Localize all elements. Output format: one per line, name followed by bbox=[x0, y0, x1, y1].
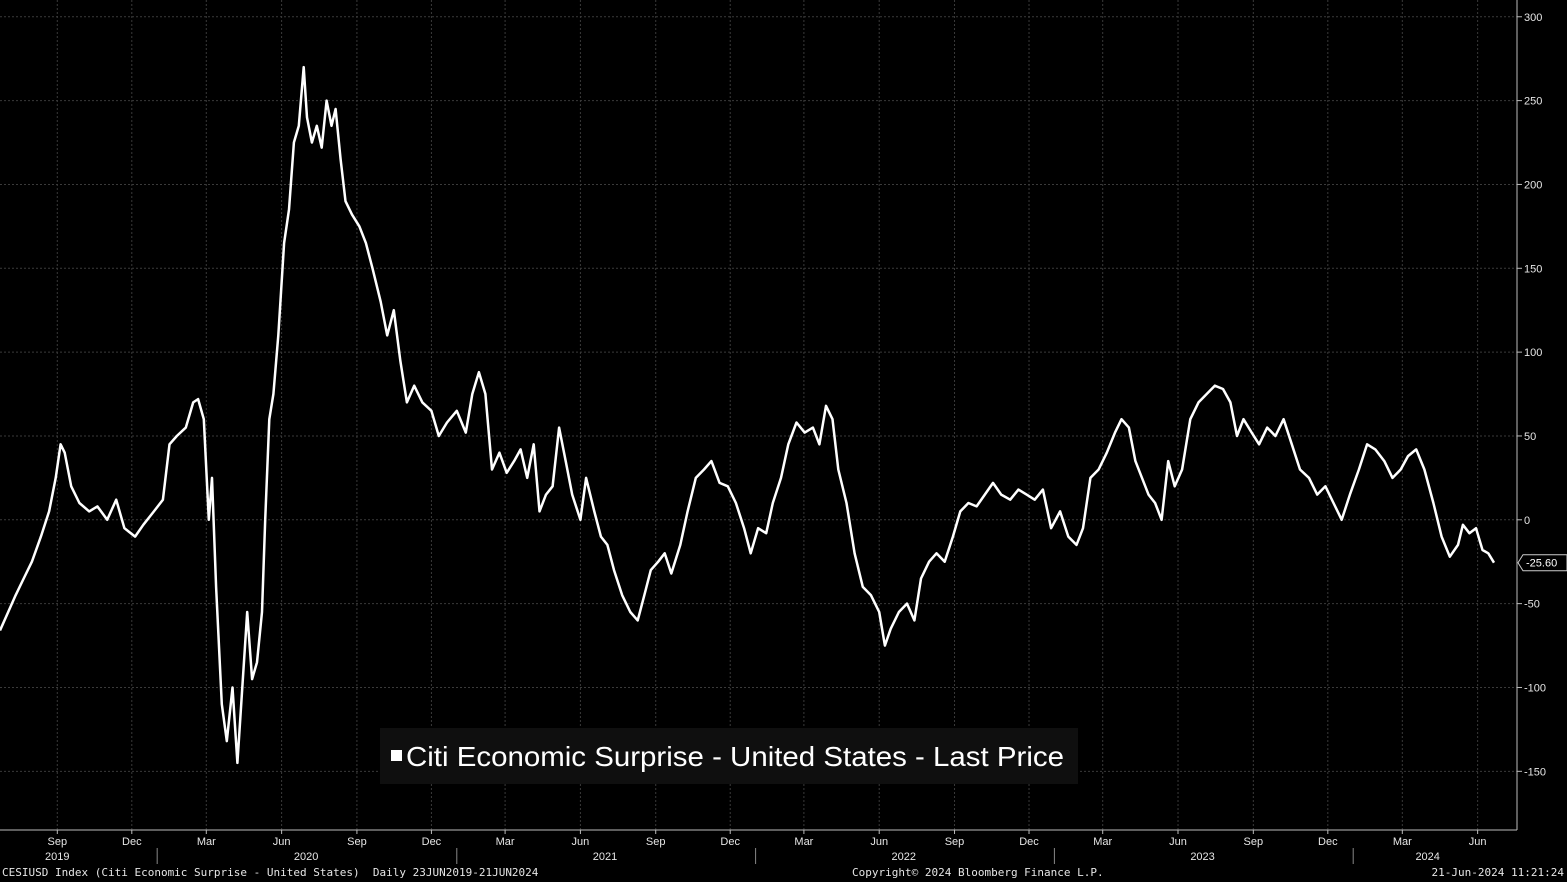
y-tick-label: 50 bbox=[1524, 431, 1536, 443]
x-tick-label: Dec bbox=[422, 836, 442, 848]
footer-timestamp: 21-Jun-2024 11:21:24 bbox=[1431, 866, 1564, 879]
x-tick-label: Mar bbox=[496, 836, 515, 848]
last-value-flag bbox=[1517, 554, 1567, 572]
x-tick-label: Mar bbox=[794, 836, 813, 848]
legend-box bbox=[380, 728, 1078, 784]
year-label: 2021 bbox=[593, 851, 617, 863]
x-tick-label: Sep bbox=[347, 836, 367, 848]
year-label: 2019 bbox=[45, 851, 69, 863]
series-line bbox=[0, 65, 1496, 765]
x-tick-label: Jun bbox=[1169, 836, 1187, 848]
footer-copyright: Copyright© 2024 Bloomberg Finance L.P. bbox=[852, 866, 1104, 879]
year-label: 2022 bbox=[892, 851, 916, 863]
year-label: 2024 bbox=[1415, 851, 1439, 863]
footer-ticker-info: CESIUSD Index (Citi Economic Surprise - … bbox=[2, 866, 539, 879]
y-tick-label: 200 bbox=[1524, 179, 1542, 191]
year-label: 2023 bbox=[1190, 851, 1214, 863]
x-tick-label: Dec bbox=[122, 836, 142, 848]
x-tick-label: Dec bbox=[720, 836, 740, 848]
y-tick-label: 100 bbox=[1524, 347, 1542, 359]
x-tick-label: Mar bbox=[1393, 836, 1412, 848]
y-tick-label: 250 bbox=[1524, 96, 1542, 108]
x-tick-label: Jun bbox=[273, 836, 291, 848]
x-tick-label: Dec bbox=[1318, 836, 1338, 848]
y-tick-label: 0 bbox=[1524, 515, 1530, 527]
x-tick-label: Sep bbox=[1244, 836, 1264, 848]
y-tick-label: 300 bbox=[1524, 12, 1542, 24]
x-tick-label: Dec bbox=[1019, 836, 1039, 848]
x-tick-label: Sep bbox=[646, 836, 666, 848]
x-tick-label: Sep bbox=[945, 836, 965, 848]
x-tick-label: Mar bbox=[1093, 836, 1112, 848]
y-tick-label: -150 bbox=[1524, 766, 1546, 778]
legend-label: Citi Economic Surprise - United States -… bbox=[406, 741, 1064, 772]
x-tick-label: Jun bbox=[870, 836, 888, 848]
last-value-label: -25.60 bbox=[1526, 558, 1557, 570]
x-tick-label: Jun bbox=[572, 836, 590, 848]
y-tick-label: -100 bbox=[1524, 682, 1546, 694]
x-tick-label: Mar bbox=[197, 836, 216, 848]
y-tick-label: 150 bbox=[1524, 263, 1542, 275]
x-tick-label: Jun bbox=[1469, 836, 1487, 848]
x-tick-label: Sep bbox=[48, 836, 68, 848]
legend-swatch bbox=[391, 750, 402, 761]
y-tick-label: -50 bbox=[1524, 599, 1540, 611]
year-label: 2020 bbox=[294, 851, 318, 863]
